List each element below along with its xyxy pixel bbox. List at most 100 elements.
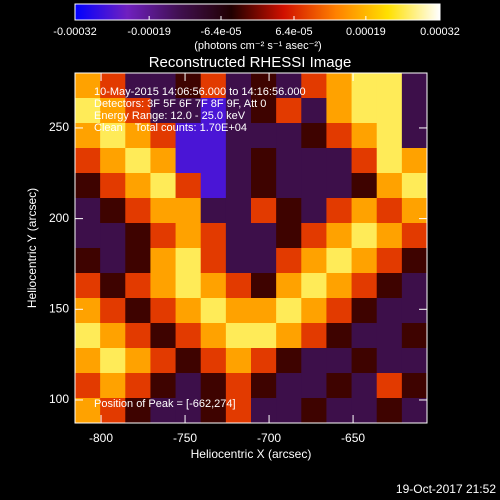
- heatmap-cell: [351, 323, 378, 349]
- heatmap-cell: [251, 248, 277, 274]
- heatmap-cell: [100, 373, 126, 399]
- colorbar-tick-label: -0.00019: [127, 26, 170, 38]
- heatmap-cell: [326, 223, 353, 249]
- heatmap-cell: [150, 273, 177, 299]
- heatmap-cell: [301, 323, 327, 349]
- heatmap-cell: [225, 373, 252, 399]
- heatmap-cell: [276, 123, 302, 149]
- heatmap-cell: [276, 173, 302, 199]
- heatmap-cell: [100, 148, 126, 174]
- heatmap-cell: [326, 123, 353, 149]
- heatmap-cell: [276, 73, 302, 99]
- heatmap-cell: [301, 373, 327, 399]
- y-tick-label: 200: [49, 211, 69, 225]
- heatmap-cell: [276, 98, 302, 124]
- heatmap-cell: [351, 98, 378, 124]
- plot-frame: [74, 72, 428, 424]
- heatmap-cell: [251, 173, 277, 199]
- heatmap-cell: [251, 148, 277, 174]
- heatmap-cell: [200, 73, 227, 99]
- heatmap-cell: [276, 298, 302, 324]
- heatmap-cell: [200, 373, 227, 399]
- heatmap-cell: [351, 73, 378, 99]
- heatmap-cell: [225, 398, 252, 424]
- x-axis-label: Heliocentric X (arcsec): [191, 447, 312, 461]
- heatmap-cell: [351, 248, 378, 274]
- heatmap-cell: [376, 398, 403, 424]
- heatmap-cell: [401, 398, 428, 424]
- x-tick-label: -800: [89, 431, 113, 445]
- heatmap-cell: [401, 223, 428, 249]
- heatmap-cell: [276, 148, 302, 174]
- heatmap-cell: [225, 198, 252, 224]
- heatmap-cell: [376, 273, 403, 299]
- heatmap-cell: [75, 348, 101, 374]
- heatmap-cell: [276, 198, 302, 224]
- heatmap-cell: [326, 273, 353, 299]
- y-tick-label: 250: [49, 120, 69, 134]
- heatmap-cell: [376, 298, 403, 324]
- heatmap-cell: [251, 398, 277, 424]
- heatmap-cell: [200, 123, 227, 149]
- heatmap-cell: [150, 298, 177, 324]
- annotation: Detectors: 3F 5F 6F 7F 8F 9F, Att 0: [94, 98, 266, 110]
- heatmap-cell: [75, 398, 101, 424]
- heatmap-cell: [326, 248, 353, 274]
- heatmap-cell: [175, 348, 202, 374]
- heatmap-cell: [125, 373, 151, 399]
- heatmap-cell: [301, 98, 327, 124]
- heatmap-cell: [326, 348, 353, 374]
- heatmap-cell: [276, 223, 302, 249]
- heatmap-cell: [301, 123, 327, 149]
- heatmap-cell: [200, 248, 227, 274]
- heatmap-cell: [100, 248, 126, 274]
- annotation: 10-May-2015 14:06:56.000 to 14:16:56.000: [94, 86, 306, 98]
- heatmap-cell: [351, 348, 378, 374]
- heatmap-cell: [150, 73, 177, 99]
- heatmap-cell: [351, 273, 378, 299]
- heatmap-cell: [200, 98, 227, 124]
- heatmap-cell: [251, 98, 277, 124]
- heatmap-cell: [100, 73, 126, 99]
- heatmap-cell: [351, 198, 378, 224]
- heatmap-cell: [150, 223, 177, 249]
- heatmap-cell: [75, 323, 101, 349]
- heatmap-cell: [125, 98, 151, 124]
- heatmap-cell: [175, 148, 202, 174]
- heatmap-cell: [251, 223, 277, 249]
- heatmap-cell: [175, 398, 202, 424]
- heatmap-cell: [301, 273, 327, 299]
- heatmap-cell: [401, 148, 428, 174]
- heatmap-cell: [125, 148, 151, 174]
- heatmap-cell: [326, 73, 353, 99]
- heatmap-cell: [251, 373, 277, 399]
- heatmap-cell: [251, 273, 277, 299]
- heatmap-cell: [175, 223, 202, 249]
- heatmap-cell: [225, 173, 252, 199]
- heatmap-cell: [175, 323, 202, 349]
- heatmap-cell: [251, 323, 277, 349]
- heatmap-cell: [301, 298, 327, 324]
- heatmap-cell: [225, 348, 252, 374]
- heatmap-cell: [175, 198, 202, 224]
- heatmap-cell: [225, 148, 252, 174]
- heatmap-cell: [150, 323, 177, 349]
- heatmap-cell: [401, 198, 428, 224]
- heatmap-cell: [75, 248, 101, 274]
- heatmap-cell: [326, 198, 353, 224]
- heatmap-cell: [200, 223, 227, 249]
- heatmap-cell: [150, 173, 177, 199]
- colorbar-tick-label: -6.4e-05: [201, 26, 242, 38]
- heatmap-cell: [376, 123, 403, 149]
- heatmap-cell: [376, 198, 403, 224]
- heatmap-cell: [225, 323, 252, 349]
- heatmap-cell: [301, 198, 327, 224]
- heatmap-cell: [150, 148, 177, 174]
- y-tick-label: 100: [49, 392, 69, 406]
- heatmap-cell: [326, 298, 353, 324]
- heatmap-cell: [225, 298, 252, 324]
- y-tick-label: 150: [49, 301, 69, 315]
- heatmap-cell: [225, 273, 252, 299]
- heatmap-cell: [200, 298, 227, 324]
